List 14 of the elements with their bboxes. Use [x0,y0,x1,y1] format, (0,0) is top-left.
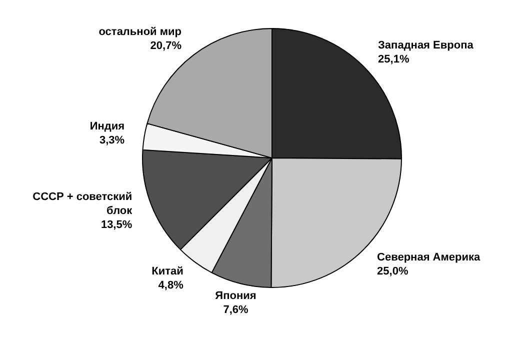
slice-label: СССР + советский блок [32,190,133,217]
slice-label: Япония [215,290,256,302]
data-label: 3,3% [99,134,125,146]
slice-label: Индия [90,120,125,132]
slice-label: Северная Америка [377,251,481,264]
slice-label: Китай [152,265,184,278]
data-label: 13,5% [100,218,132,231]
data-label: 20,7% [150,40,182,52]
data-label: 25,0% [377,265,408,278]
data-label: 4,8% [158,279,184,292]
slice-label: остальной мир [98,26,182,38]
slice-label: Западная Европа [378,40,474,52]
data-label: 25,1% [378,54,410,66]
data-label: 7,6% [223,304,248,316]
